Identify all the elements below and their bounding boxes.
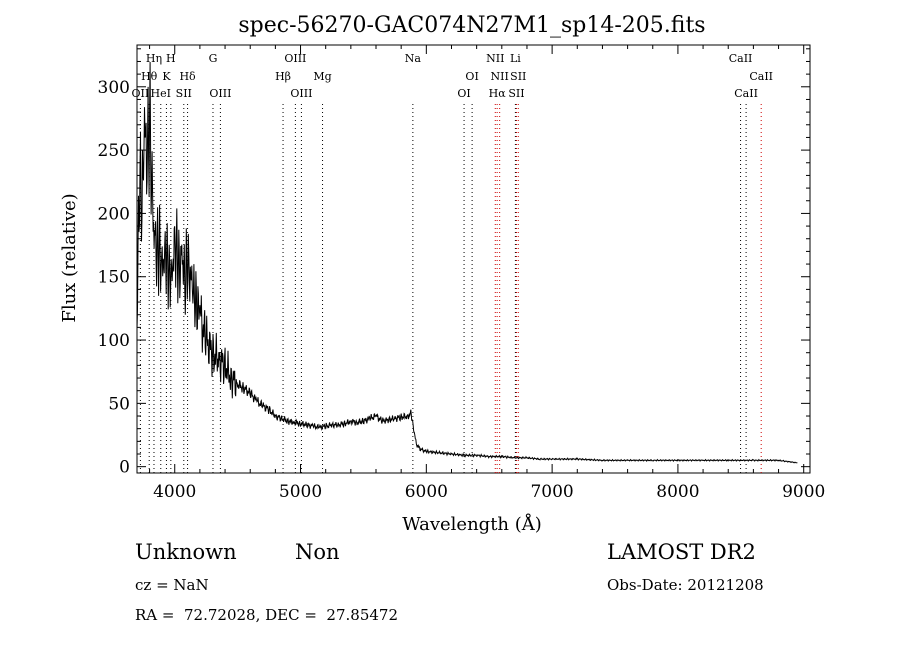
line-marker-label: OIII — [209, 87, 231, 100]
line-marker-label: H — [166, 52, 176, 65]
line-marker-label: Li — [510, 52, 521, 65]
line-marker-label: OI — [465, 70, 478, 83]
coordinates: RA = 72.72028, DEC = 27.85472 — [135, 606, 398, 624]
line-marker-label: Na — [405, 52, 422, 65]
line-marker-label: Hδ — [179, 70, 196, 83]
line-marker-label: CaII — [734, 87, 758, 100]
x-tick-label: 5000 — [279, 482, 322, 502]
line-marker-label: NII — [491, 70, 509, 83]
plot-frame — [136, 44, 811, 474]
y-axis-label: Flux (relative) — [59, 193, 80, 322]
line-marker-label: SII — [510, 70, 526, 83]
line-marker-label: OIII — [290, 87, 312, 100]
line-marker-label: SII — [508, 87, 524, 100]
line-marker-label: CaII — [729, 52, 753, 65]
y-tick-label: 300 — [98, 78, 130, 98]
survey-name: LAMOST DR2 — [607, 540, 756, 564]
line-marker-label: G — [209, 52, 218, 65]
line-marker-label: Mg — [313, 70, 331, 83]
object-subclass: Non — [295, 540, 340, 564]
spectral-line-markers: OIIHθHηHeIKHSIIHδGOIIIHβOIIIOIIIMgNaOIOI… — [132, 52, 773, 473]
line-marker-label: NII — [486, 52, 504, 65]
y-tick-label: 0 — [119, 458, 130, 478]
x-tick-label: 8000 — [656, 482, 699, 502]
redshift-cz: cz = NaN — [135, 576, 209, 594]
line-marker-label: OIII — [284, 52, 306, 65]
observation-date: Obs-Date: 20121208 — [607, 576, 764, 594]
y-tick-label: 200 — [98, 204, 130, 224]
line-marker-label: SII — [176, 87, 192, 100]
plot-axes: 4000 5000 6000 7000 8000 9000 0 50 100 150 200 250 3… — [98, 44, 825, 502]
line-marker-label: CaII — [749, 70, 773, 83]
line-marker-label: Hα — [489, 87, 507, 100]
line-marker-label: HeI — [151, 87, 171, 100]
x-tick-label: 4000 — [153, 482, 196, 502]
x-axis-label: Wavelength (Å) — [402, 513, 542, 535]
line-marker-label: OII — [132, 87, 150, 100]
spectrum-series — [136, 61, 798, 464]
y-tick-label: 50 — [108, 394, 130, 414]
object-class: Unknown — [135, 540, 237, 564]
line-marker-label: Hβ — [275, 70, 291, 83]
line-marker-label: OI — [457, 87, 470, 100]
spectrum-line — [136, 61, 798, 464]
x-tick-label: 6000 — [405, 482, 448, 502]
x-tick-label: 7000 — [530, 482, 573, 502]
line-marker-label: K — [162, 70, 171, 83]
line-marker-label: Hθ — [141, 70, 158, 83]
line-marker-label: Hη — [146, 52, 162, 65]
x-tick-label: 9000 — [782, 482, 825, 502]
y-tick-label: 150 — [98, 268, 130, 288]
y-tick-label: 100 — [98, 331, 130, 351]
chart-title: spec-56270-GAC074N27M1_sp14-205.fits — [238, 13, 705, 38]
y-tick-label: 250 — [98, 141, 130, 161]
